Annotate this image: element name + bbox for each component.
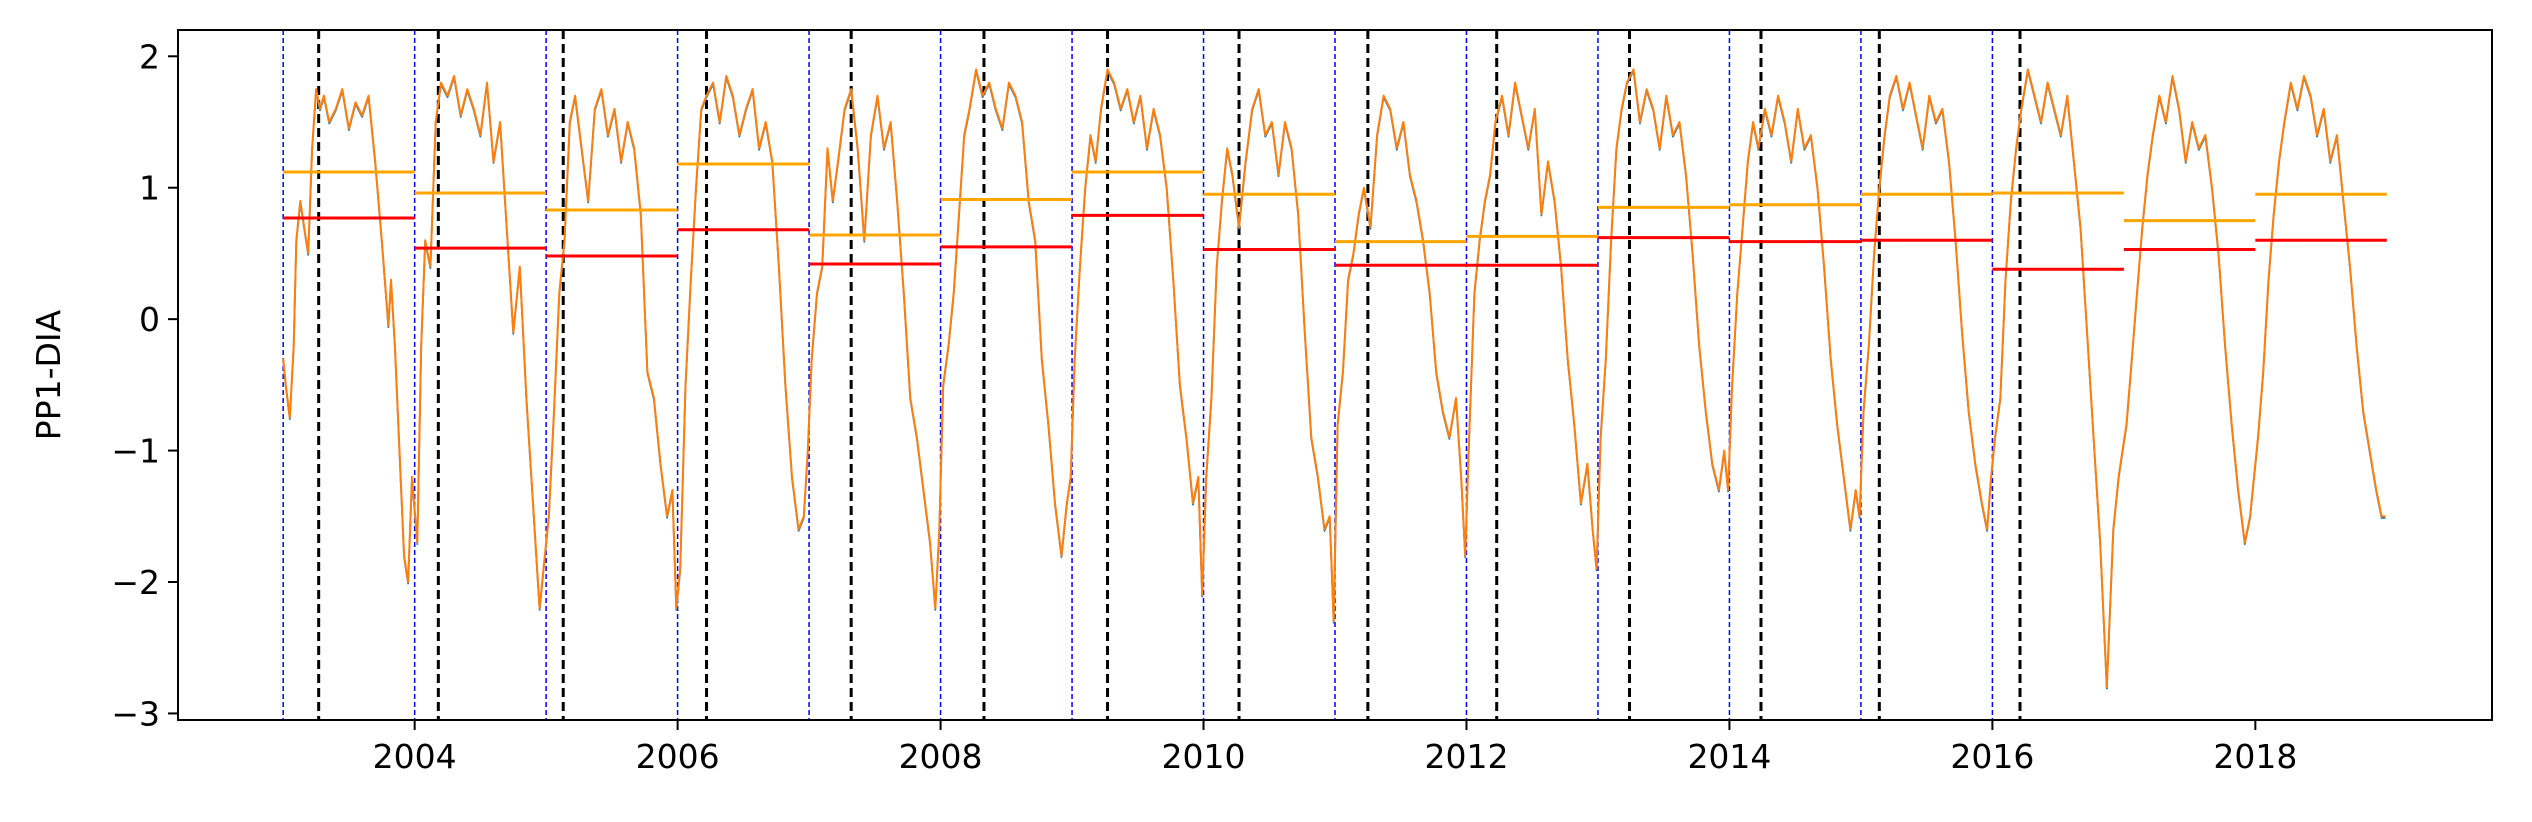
x-tick-label: 2014 xyxy=(1687,737,1771,776)
x-tick-label: 2018 xyxy=(2213,737,2297,776)
x-tick-label: 2016 xyxy=(1950,737,2034,776)
y-tick-label: 0 xyxy=(139,300,160,339)
x-tick-label: 2008 xyxy=(899,737,983,776)
y-tick-label: 2 xyxy=(139,37,160,76)
axes-frame xyxy=(177,29,2493,721)
x-tick-label: 2012 xyxy=(1424,737,1508,776)
y-tick-label: 1 xyxy=(139,169,160,208)
y-tick-label: −1 xyxy=(111,432,160,471)
x-tick-label: 2004 xyxy=(373,737,457,776)
y-tick-label: −3 xyxy=(111,694,160,733)
y-tick-label: −2 xyxy=(111,563,160,602)
x-tick-label: 2010 xyxy=(1162,737,1246,776)
plot-area xyxy=(282,30,2387,720)
series-line xyxy=(282,68,2386,689)
y-axis-label: PP1-DIA xyxy=(29,309,68,440)
tick-layer: 2004 2006 2008 2010 2012 2014 2016 2018 −3 −2 −1 0 1… xyxy=(111,37,2297,776)
x-tick-label: 2006 xyxy=(636,737,720,776)
